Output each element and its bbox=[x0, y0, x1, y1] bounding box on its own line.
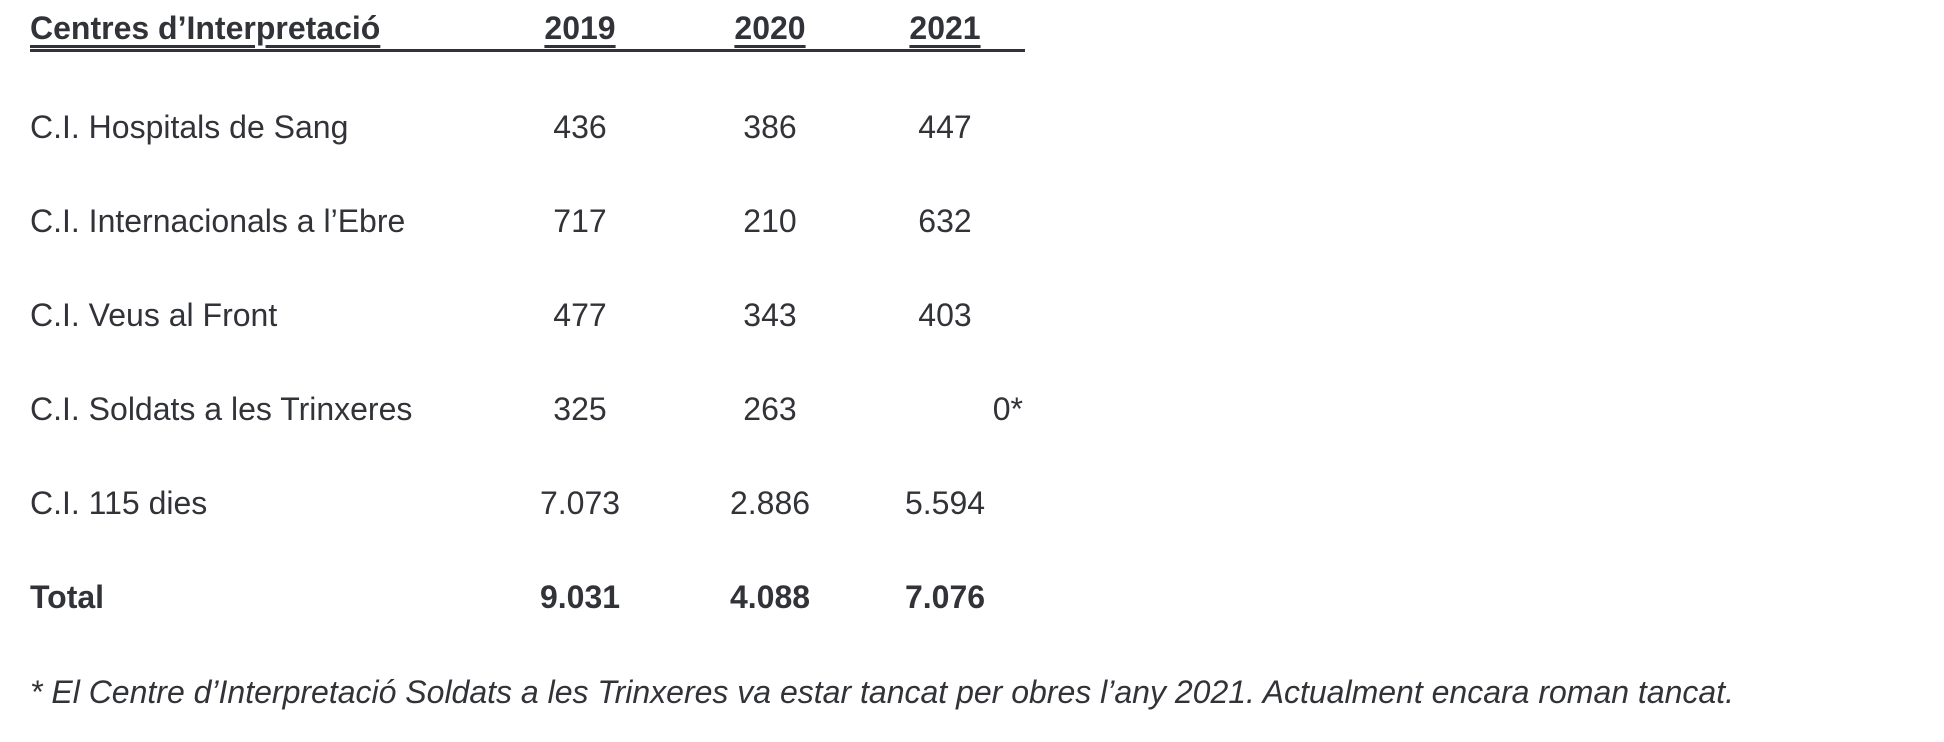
header-2020-label: 2020 bbox=[734, 10, 806, 46]
value-2020: 2.886 bbox=[729, 484, 811, 521]
total-2021: 7.076 bbox=[904, 578, 986, 615]
value-2019: 436 bbox=[553, 108, 607, 145]
header-2021-label: 2021 bbox=[909, 10, 981, 46]
header-2019-label: 2019 bbox=[544, 10, 616, 46]
value-2020: 263 bbox=[743, 390, 797, 427]
table-row-soldats-trinxeres: C.I. Soldats a les Trinxeres 325 263 0* bbox=[30, 362, 1025, 456]
total-label: Total bbox=[30, 578, 105, 615]
row-label: C.I. Hospitals de Sang bbox=[30, 108, 349, 145]
table-row-hospitals-de-sang: C.I. Hospitals de Sang 436 386 447 bbox=[30, 80, 1025, 174]
row-label: C.I. Internacionals a l’Ebre bbox=[30, 202, 406, 239]
value-2020: 210 bbox=[743, 202, 797, 239]
value-2019: 477 bbox=[553, 296, 607, 333]
table-row-internacionals-ebre: C.I. Internacionals a l’Ebre 717 210 632 bbox=[30, 174, 1025, 268]
total-2020: 4.088 bbox=[729, 578, 811, 615]
value-2019: 7.073 bbox=[539, 484, 621, 521]
table-row-total: Total 9.031 4.088 7.076 bbox=[30, 550, 1025, 644]
table-row-115-dies: C.I. 115 dies 7.073 2.886 5.594 bbox=[30, 456, 1025, 550]
row-label: C.I. 115 dies bbox=[30, 484, 208, 521]
table-header-row: Centres d’Interpretació 2019 2020 2021 bbox=[30, 8, 1025, 52]
footnote: * El Centre d’Interpretació Soldats a le… bbox=[30, 674, 1734, 710]
header-year-2019: 2019 bbox=[485, 8, 675, 49]
value-2020: 343 bbox=[743, 296, 797, 333]
header-year-2021: 2021 bbox=[865, 8, 1025, 49]
value-2019: 717 bbox=[553, 202, 607, 239]
value-2021: 447 bbox=[918, 108, 972, 145]
row-label: C.I. Veus al Front bbox=[30, 296, 278, 333]
value-2020: 386 bbox=[743, 108, 797, 145]
value-2021-closed: 0* bbox=[992, 390, 1023, 427]
header-centres-label: Centres d’Interpretació bbox=[30, 10, 381, 46]
row-label: C.I. Soldats a les Trinxeres bbox=[30, 390, 413, 427]
header-year-2020: 2020 bbox=[675, 8, 865, 49]
header-centres: Centres d’Interpretació bbox=[30, 8, 485, 49]
visitors-table: Centres d’Interpretació 2019 2020 2021 C… bbox=[30, 8, 1025, 644]
total-2019: 9.031 bbox=[539, 578, 621, 615]
table-row-veus-al-front: C.I. Veus al Front 477 343 403 bbox=[30, 268, 1025, 362]
value-2019: 325 bbox=[553, 390, 607, 427]
value-2021: 5.594 bbox=[904, 484, 986, 521]
value-2021: 632 bbox=[918, 202, 972, 239]
value-2021: 403 bbox=[918, 296, 972, 333]
